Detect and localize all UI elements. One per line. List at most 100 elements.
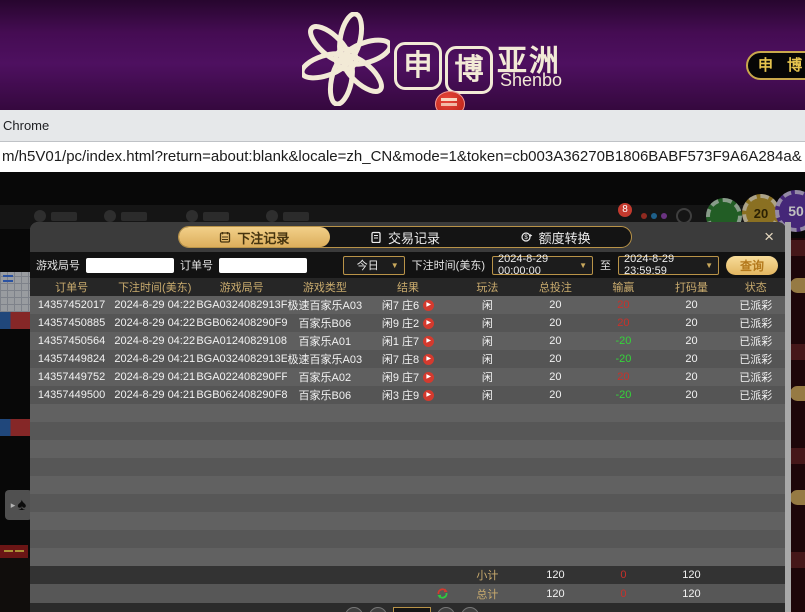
column-header: 游戏类型 [302,282,347,294]
to-label: 至 [600,260,611,272]
grandtotal-row: 总计 120 0 120 [30,584,786,603]
column-header: 游戏局号 [219,282,264,294]
table-row: 14357449500 2024-8-29 04:21 BGB062408290… [30,386,786,404]
play-type-cell: 闲 [481,300,493,312]
game-type-cell: 百家乐B06 [298,390,352,402]
filter-row: 游戏局号 订单号 今日 ▼ 下注时间(美东) 2024-8-29 00:00:0… [30,252,786,278]
winloss-value: -20 [615,335,632,347]
total-bet-cell: 20 [549,317,562,329]
winloss-value: 20 [617,371,630,383]
status-cell: 已派彩 [739,300,773,312]
brand-english-text: Shenbo [500,70,563,90]
pagination-last-button[interactable] [461,607,479,612]
browser-title-bar: Chrome [0,110,805,141]
scrollbar[interactable] [785,222,791,612]
close-icon[interactable]: × [764,227,774,246]
play-type-cell: 闲 [481,390,493,402]
total-bet-cell: 20 [549,335,562,347]
lobby-menu-item[interactable] [34,210,77,222]
pagination-prev-button[interactable] [369,607,387,612]
table-list-fragment [790,238,805,612]
url-bar[interactable]: m/h5V01/pc/index.html?return=about:blank… [0,141,805,172]
lobby-menu-item[interactable] [104,210,147,222]
subtotal-turnover: 120 [682,569,701,581]
grandtotal-label: 总计 [476,588,499,601]
subtotal-total: 120 [546,569,565,581]
date-range-select[interactable]: 今日 ▼ [342,255,405,275]
tab-label: 额度转换 [538,230,591,246]
turnover-cell: 20 [685,317,698,329]
chevron-down-icon: ▼ [579,260,587,270]
clipboard-icon [371,231,381,243]
tab-bet-records[interactable]: 下注记录 [179,227,330,247]
game-round-cell: BGA0324082913F [196,299,288,311]
column-header: 打码量 [674,282,708,294]
tab-credit-transfer[interactable]: $ 额度转换 [480,227,631,247]
pagination-page-input[interactable] [393,607,431,612]
replay-play-icon[interactable]: ▶ [423,353,435,365]
order-no-label: 订单号 [180,260,213,272]
game-type-cell: 极速百家乐A03 [287,300,363,312]
header-brand-button[interactable]: 申 博 [746,51,805,80]
tab-transactions[interactable]: 交易记录 [330,227,481,247]
refresh-icon[interactable] [436,587,453,600]
grandtotal-winloss: 0 [620,587,627,600]
order-no-cell: 14357450564 [37,335,106,347]
time-to-select[interactable]: 2024-8-29 23:59:59 ▼ [618,253,719,277]
game-round-cell: BGA01240829108 [196,335,287,347]
order-no-cell: 14357450885 [37,317,106,329]
result-cell: 闲1 庄7 ▶ [363,333,454,349]
lobby-menu-item[interactable] [266,210,309,222]
replay-play-icon[interactable]: ▶ [423,335,435,347]
order-no-cell: 14357452017 [37,299,106,311]
search-button[interactable]: 查询 [726,255,778,275]
play-type-cell: 闲 [481,372,493,384]
time-from-select[interactable]: 2024-8-29 00:00:00 ▼ [492,253,593,277]
modal-title-bar: 下注记录 交易记录 $ 额度转换 × [30,222,786,252]
table-row: 14357450885 2024-8-29 04:22 BGB062408290… [30,314,786,332]
logo-char-shen: 申 [394,42,442,90]
roadmap-fragment [0,272,30,312]
turnover-cell: 20 [685,299,698,311]
marquee-fragment [0,545,28,558]
empty-rows-area [30,404,786,566]
bet-time-cell: 2024-8-29 04:22 [114,335,196,347]
enter-table-button-fragment[interactable] [790,386,805,401]
bet-time-cell: 2024-8-29 04:22 [114,299,196,311]
table-body: 14357452017 2024-8-29 04:22 BGA032408291… [30,296,786,404]
menu-icon [34,210,46,222]
replay-play-icon[interactable]: ▶ [423,299,435,311]
pagination-first-button[interactable] [345,607,363,612]
bet-time-label: 下注时间(美东) [411,260,485,272]
column-header: 玩法 [476,282,499,294]
pagination [345,607,479,612]
expand-arrow-icon: ▸ [10,499,16,510]
total-bet-cell: 20 [549,371,562,383]
lobby-menu-item[interactable] [186,210,229,222]
column-header: 下注时间(美东) [118,282,192,294]
play-type-cell: 闲 [481,336,493,348]
enter-table-button-fragment[interactable] [790,278,805,293]
order-no-input[interactable] [219,257,307,273]
column-header: 输赢 [612,282,635,294]
replay-play-icon[interactable]: ▶ [423,389,435,401]
replay-play-icon[interactable]: ▶ [423,317,435,329]
total-bet-cell: 20 [549,389,562,401]
notice-count-badge[interactable]: 8 [618,203,632,217]
game-round-input[interactable] [86,257,174,273]
column-header: 订单号 [55,282,89,294]
game-type-cell: 百家乐A02 [298,372,352,384]
game-round-cell: BGB062408290F8 [196,389,288,401]
bet-time-cell: 2024-8-29 04:21 [114,389,196,401]
replay-play-icon[interactable]: ▶ [423,371,435,383]
menu-icon [186,210,198,222]
grandtotal-turnover: 120 [682,587,701,600]
pagination-next-button[interactable] [437,607,455,612]
enter-table-button-fragment[interactable] [790,490,805,505]
bet-time-cell: 2024-8-29 04:21 [114,353,196,365]
game-round-cell: BGB062408290F9 [196,317,288,329]
flower-logo-icon [302,12,390,106]
sidebar-expand-button[interactable]: ▸ ♠ [5,490,32,520]
result-cell: 闲9 庄7 ▶ [363,369,454,385]
game-round-label: 游戏局号 [36,260,80,272]
